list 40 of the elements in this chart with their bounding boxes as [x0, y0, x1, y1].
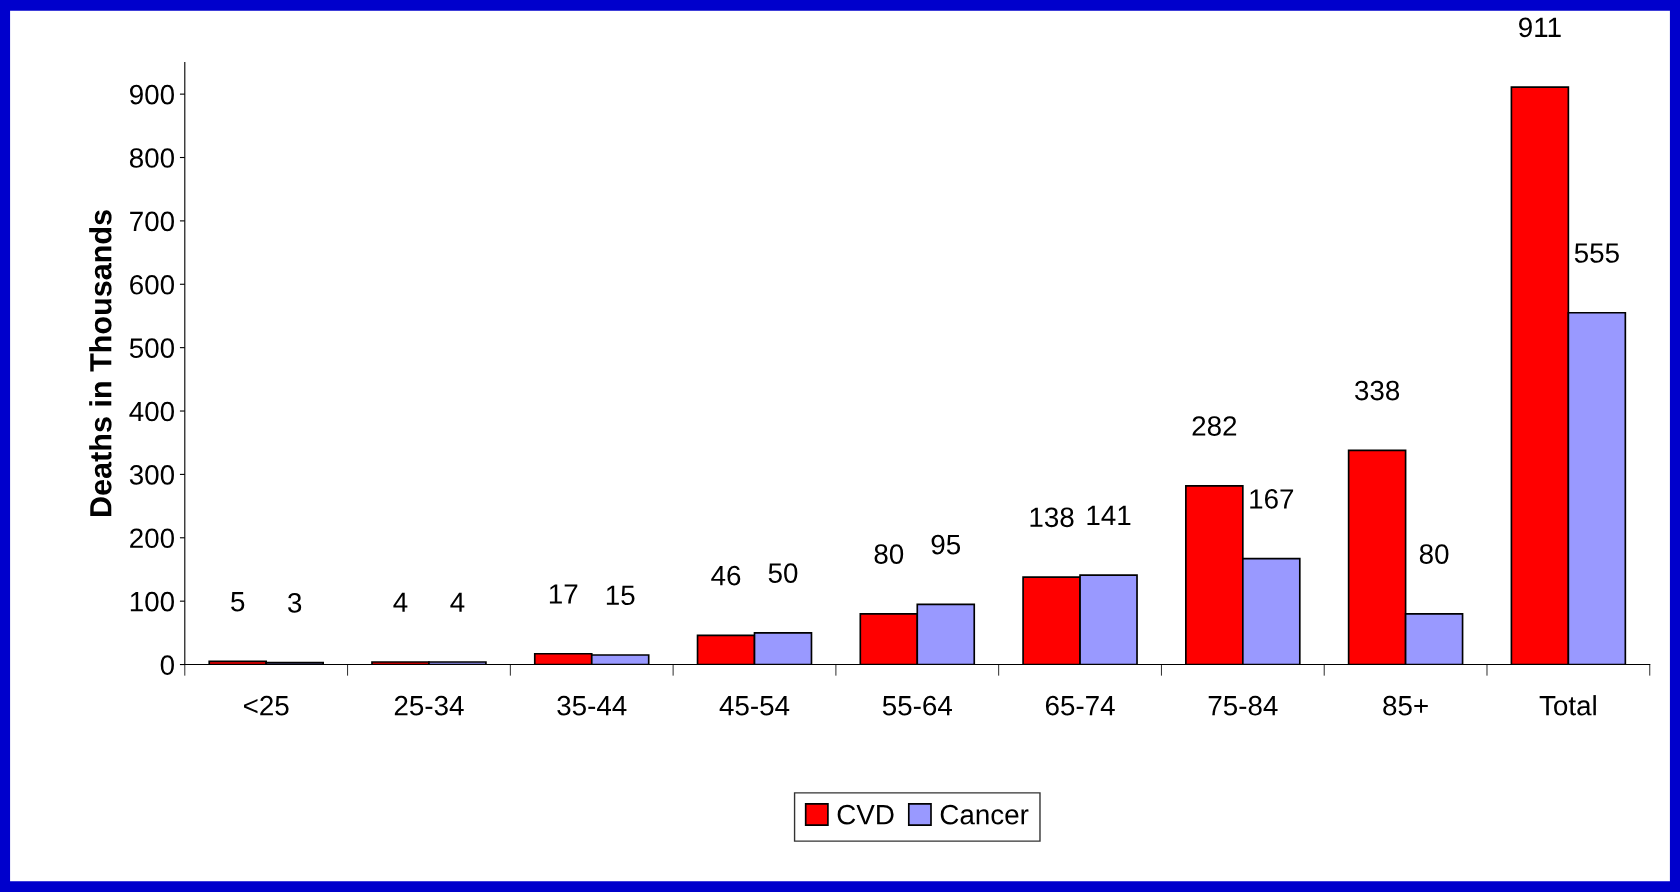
data-label: 17 — [549, 584, 578, 604]
legend-label: Cancer — [940, 804, 1029, 825]
y-tick-label: 0 — [160, 655, 174, 675]
data-label: 80 — [874, 544, 904, 564]
data-label: 167 — [1250, 489, 1294, 509]
data-label: 50 — [768, 563, 798, 583]
data-label: 911 — [1519, 17, 1561, 38]
data-label: 4 — [393, 592, 408, 612]
y-tick-label: 800 — [129, 148, 174, 168]
x-tick-label: 45-54 — [719, 696, 790, 716]
data-label: 3 — [288, 593, 302, 613]
data-label: 4 — [450, 592, 465, 612]
y-tick-label: 900 — [130, 84, 174, 105]
y-axis-title: Deaths in Thousands — [89, 210, 112, 516]
data-label: 5 — [231, 592, 245, 612]
y-tick-label: 700 — [130, 211, 174, 232]
x-tick-label: 35-44 — [557, 695, 627, 716]
data-label: 95 — [931, 534, 961, 555]
data-label: 141 — [1087, 505, 1131, 525]
data-label: 15 — [606, 585, 635, 606]
y-tick-label: 300 — [129, 465, 174, 485]
y-tick-label: 200 — [130, 528, 174, 549]
y-tick-label: 600 — [130, 274, 174, 295]
y-tick-label: 500 — [129, 338, 174, 358]
y-tick-label: 400 — [129, 401, 174, 422]
data-label: 80 — [1419, 544, 1449, 564]
x-tick-label: 85+ — [1383, 695, 1428, 716]
data-label: 282 — [1192, 416, 1237, 436]
y-tick-label: 100 — [130, 591, 174, 612]
data-label: 338 — [1355, 380, 1400, 401]
x-tick-label: 25-34 — [394, 695, 464, 716]
data-label: 138 — [1030, 507, 1074, 528]
x-tick-label: 55-64 — [882, 695, 952, 716]
data-label: 46 — [711, 565, 741, 586]
x-tick-label: 75-84 — [1208, 695, 1278, 716]
x-tick-label: 65-74 — [1045, 695, 1115, 716]
data-label: 555 — [1574, 243, 1619, 263]
x-tick-label: <25 — [244, 695, 289, 716]
legend-label: CVD — [837, 804, 894, 825]
x-tick-label: Total — [1539, 695, 1596, 716]
